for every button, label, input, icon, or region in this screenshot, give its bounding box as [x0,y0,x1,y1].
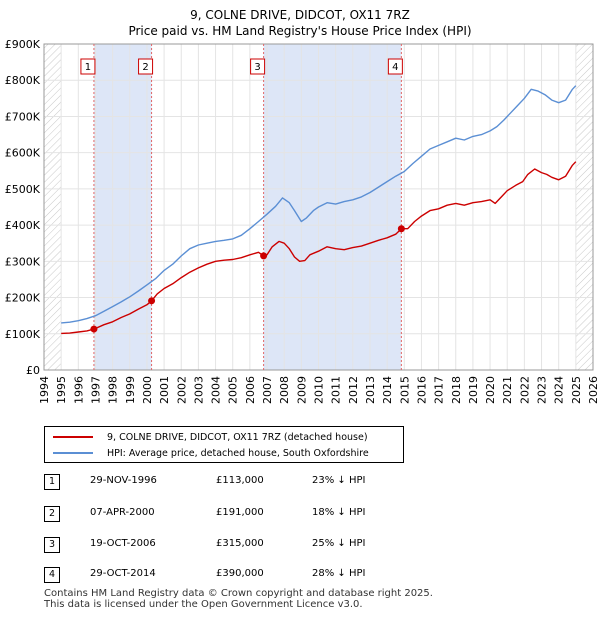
x-tick-label: 2011 [330,376,343,404]
x-tick-label: 1999 [124,376,137,404]
x-tick-label: 2023 [536,376,549,404]
legend-swatch-property [53,436,93,438]
x-tick-label: 2025 [570,376,583,404]
x-tick-label: 2004 [210,376,223,404]
x-tick-label: 1995 [55,376,68,404]
hatched-period [575,44,593,370]
legend-item-hpi: HPI: Average price, detached house, Sout… [45,445,369,461]
transaction-number: 4 [44,567,60,583]
x-tick-label: 2017 [433,376,446,404]
x-tick-label: 2013 [364,376,377,404]
shaded-period [263,44,402,370]
transaction-hpi: 25% ↓ HPI [312,538,366,549]
transaction-date: 29-NOV-1996 [90,475,157,486]
footer: Contains HM Land Registry data © Crown c… [44,588,433,610]
x-tick-label: 2010 [313,376,326,404]
y-tick-label: £400K [5,219,41,232]
y-tick-label: £600K [5,147,41,160]
transaction-price: £390,000 [216,568,264,579]
x-tick-label: 2019 [467,376,480,404]
transaction-hpi: 23% ↓ HPI [312,475,366,486]
sale-marker-label: 1 [85,62,91,73]
sale-marker-box [80,58,96,75]
sale-point [397,225,405,233]
y-tick-label: £900K [5,38,41,51]
x-tick-label: 2022 [518,376,531,404]
y-tick-label: £0 [26,364,40,377]
sale-marker-box [138,58,154,75]
sale-marker-box [250,58,266,75]
transaction-date: 19-OCT-2006 [90,538,156,549]
x-tick-label: 2018 [450,376,463,404]
x-tick-label: 2021 [501,376,514,404]
x-tick-label: 2006 [244,376,257,404]
sale-point [148,297,156,305]
sale-point [260,252,268,260]
legend-label-hpi: HPI: Average price, detached house, Sout… [107,447,369,459]
plot-border [43,43,594,371]
y-tick-label: £800K [5,74,41,87]
transaction-hpi: 18% ↓ HPI [312,507,366,518]
y-tick-label: £100K [5,328,41,341]
sale-marker-label: 4 [392,62,398,73]
x-tick-label: 2020 [484,376,497,404]
x-tick-label: 2026 [587,376,600,404]
y-tick-label: £200K [5,292,41,305]
transaction-price: £315,000 [216,538,264,549]
x-tick-label: 1997 [89,376,102,404]
hatched-period [44,44,62,370]
sale-marker-label: 3 [254,62,260,73]
transaction-date: 07-APR-2000 [90,507,155,518]
x-tick-label: 2001 [158,376,171,404]
x-tick-label: 2008 [278,376,291,404]
x-tick-label: 2015 [398,376,411,404]
x-tick-label: 2005 [227,376,240,404]
x-tick-label: 2003 [192,376,205,404]
x-tick-label: 2012 [347,376,360,404]
transaction-number: 1 [44,474,60,490]
y-tick-label: £700K [5,110,41,123]
transaction-number: 2 [44,506,60,522]
x-tick-label: 2000 [141,376,154,404]
property-price-line [61,161,577,335]
transaction-hpi: 28% ↓ HPI [312,568,366,579]
y-tick-label: £300K [5,255,41,268]
footer-licence: This data is licensed under the Open Gov… [44,599,363,610]
x-tick-label: 1996 [72,376,85,404]
x-tick-label: 2009 [295,376,308,404]
sale-marker-box [387,58,403,75]
legend-label-property: 9, COLNE DRIVE, DIDCOT, OX11 7RZ (detach… [107,431,368,443]
shaded-period [93,44,152,370]
chart-subtitle: Price paid vs. HM Land Registry's House … [128,24,472,38]
transaction-price: £113,000 [216,475,264,486]
transaction-price: £191,000 [216,507,264,518]
price-chart: £0 £100K £200K £300K £400K £500K £600K £700K £80… [5,38,600,404]
sale-point [90,325,98,333]
transaction-number: 3 [44,537,60,553]
sale-marker-label: 2 [142,62,148,73]
chart-title: 9, COLNE DRIVE, DIDCOT, OX11 7RZ [190,8,410,22]
footer-copyright: Contains HM Land Registry data © Crown c… [44,588,433,599]
legend: 9, COLNE DRIVE, DIDCOT, OX11 7RZ (detach… [44,426,404,463]
legend-swatch-hpi [53,452,93,454]
x-tick-label: 2014 [381,376,394,404]
x-tick-label: 1998 [107,376,120,404]
x-tick-label: 2002 [175,376,188,404]
y-tick-label: £500K [5,183,41,196]
x-tick-label: 2016 [415,376,428,404]
legend-item-property: 9, COLNE DRIVE, DIDCOT, OX11 7RZ (detach… [45,429,368,445]
x-tick-label: 1994 [38,376,51,404]
hpi-line [61,85,577,324]
x-tick-label: 2007 [261,376,274,404]
transaction-date: 29-OCT-2014 [90,568,156,579]
x-tick-label: 2024 [553,376,566,404]
